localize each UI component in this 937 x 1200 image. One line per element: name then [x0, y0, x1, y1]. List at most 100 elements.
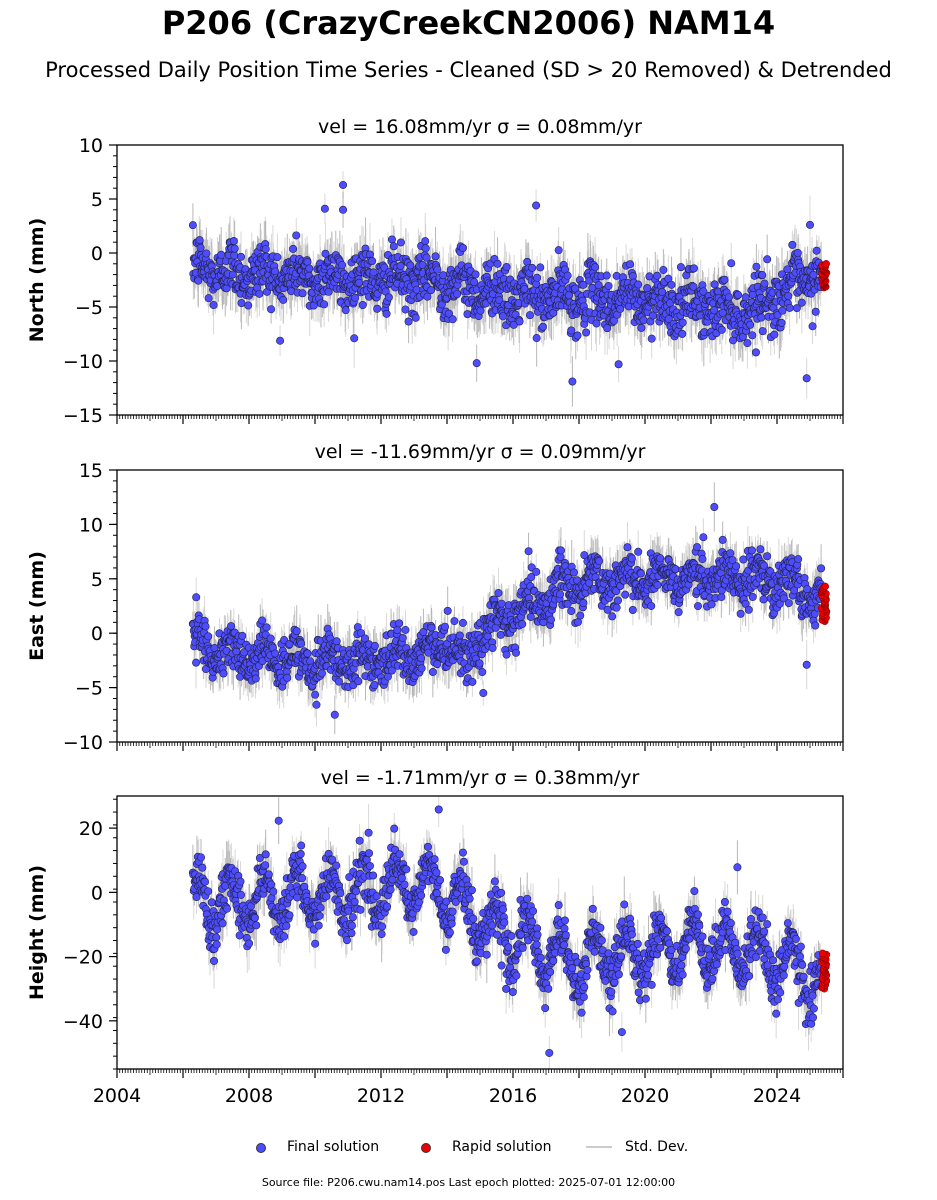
final-point [339, 180, 348, 189]
final-point [276, 336, 285, 345]
final-point [659, 265, 668, 274]
final-point [748, 331, 757, 340]
final-point [412, 285, 421, 294]
final-point [219, 669, 228, 678]
final-point [228, 270, 237, 279]
y-axis-label: North (mm) [26, 218, 48, 343]
final-point [422, 253, 431, 262]
final-point [567, 326, 576, 335]
final-point [643, 284, 652, 293]
final-point [785, 303, 794, 312]
final-point [724, 293, 733, 302]
final-point [689, 282, 698, 291]
final-point [502, 262, 511, 271]
final-point [384, 293, 393, 302]
final-point [209, 301, 218, 310]
final-point [332, 637, 341, 646]
final-point [520, 284, 529, 293]
final-point [812, 246, 821, 255]
final-point [283, 673, 292, 682]
y-tick-label: −10 [63, 351, 103, 373]
y-tick-label: −5 [75, 297, 103, 319]
final-point [387, 235, 396, 244]
final-point [292, 231, 301, 240]
final-point [217, 250, 226, 259]
chart-area: vel = 16.08mm/yr σ = 0.08mm/yr North (mm)… [26, 116, 844, 1107]
final-point [338, 261, 347, 270]
final-point [626, 260, 635, 269]
final-point [741, 293, 750, 302]
final-point [602, 271, 611, 280]
final-point [201, 622, 210, 631]
final-point [261, 245, 270, 254]
final-point [448, 315, 457, 324]
final-point [743, 339, 752, 348]
final-point [811, 307, 820, 316]
final-point [614, 360, 623, 369]
final-point [280, 636, 289, 645]
final-point [676, 263, 685, 272]
final-point [237, 299, 246, 308]
final-solution-points [188, 502, 826, 719]
final-point [258, 616, 267, 625]
final-point [202, 249, 211, 258]
final-point [710, 306, 719, 315]
final-point [370, 681, 379, 690]
final-point [421, 244, 430, 253]
final-point [573, 331, 582, 340]
final-point [752, 262, 761, 271]
rapid-point [822, 260, 830, 268]
final-point [710, 280, 719, 289]
final-point [458, 244, 467, 253]
final-point [423, 292, 432, 301]
final-point [273, 253, 282, 262]
final-point [758, 327, 767, 336]
final-point [418, 261, 427, 270]
final-point [579, 280, 588, 289]
final-point [788, 240, 797, 249]
final-point [637, 323, 646, 332]
final-point [495, 296, 504, 305]
final-point [471, 270, 480, 279]
panel-title: vel = 16.08mm/yr σ = 0.08mm/yr [318, 116, 642, 138]
final-point [255, 289, 264, 298]
final-point [678, 329, 687, 338]
final-point [368, 257, 377, 266]
final-point [760, 279, 769, 288]
final-point [594, 281, 603, 290]
final-point [525, 311, 534, 320]
final-point [808, 322, 817, 331]
final-point [536, 263, 545, 272]
final-point [751, 348, 760, 357]
final-point [773, 311, 782, 320]
final-point [227, 622, 236, 631]
final-point [382, 309, 391, 318]
final-point [427, 286, 436, 295]
final-point [230, 251, 239, 260]
final-point [334, 677, 343, 686]
final-point [433, 265, 442, 274]
final-point [204, 294, 213, 303]
final-point [321, 249, 330, 258]
final-point [236, 252, 245, 261]
final-point [532, 201, 541, 210]
final-point [229, 237, 238, 246]
final-point [411, 313, 420, 322]
final-point [262, 623, 271, 632]
final-point [431, 252, 440, 261]
final-solution-points [188, 180, 826, 386]
final-point [763, 255, 772, 264]
figure-title: P206 (CrazyCreekCN2006) NAM14 [161, 4, 776, 42]
final-point [404, 317, 413, 326]
final-point [720, 275, 729, 284]
final-point [793, 248, 802, 257]
final-point [802, 374, 811, 383]
final-point [230, 244, 239, 253]
final-point [437, 300, 446, 309]
rapid-solution-points [818, 260, 831, 292]
final-point [192, 658, 201, 667]
final-point [472, 359, 481, 368]
final-point [515, 317, 524, 326]
final-point [634, 280, 643, 289]
y-tick-label: −15 [63, 405, 103, 427]
